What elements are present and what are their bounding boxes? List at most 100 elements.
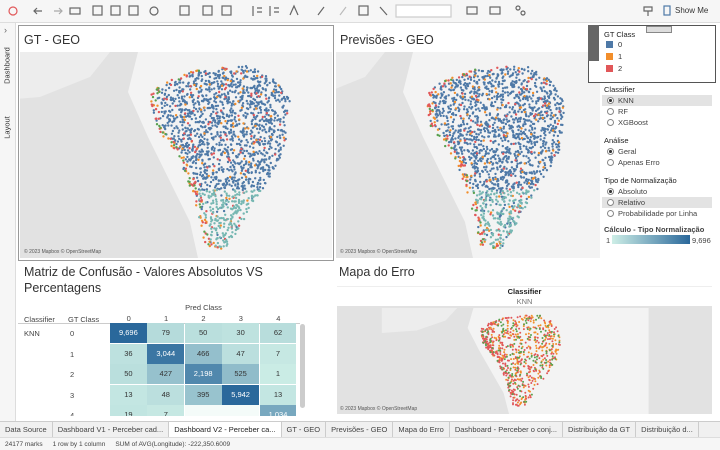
show-me[interactable]: Show Me: [675, 6, 709, 15]
filter-option[interactable]: RF: [618, 107, 628, 116]
filter-title: Análise: [604, 136, 629, 145]
radio[interactable]: [607, 159, 614, 166]
filter-option[interactable]: Probabilidade por Linha: [618, 209, 698, 218]
col-label: 4: [276, 314, 281, 323]
classifier-label: KNN: [24, 329, 40, 338]
row-label: 2: [70, 370, 75, 380]
radio[interactable]: [607, 119, 614, 126]
matrix-cell[interactable]: 7: [147, 405, 185, 416]
matrix-cell[interactable]: 62: [259, 323, 297, 343]
map-attribution: © 2023 Mapbox © OpenStreetMap: [340, 249, 418, 255]
legend-swatch[interactable]: [606, 65, 613, 72]
sheet-tab[interactable]: GT - GEO: [282, 422, 327, 438]
sidebar-tab[interactable]: Dashboard: [2, 47, 12, 84]
matrix-cell[interactable]: 3,044: [147, 343, 185, 364]
matrix-cell[interactable]: 7: [259, 343, 297, 364]
matrix-cell[interactable]: 1: [259, 364, 297, 385]
gt-map: [20, 52, 332, 258]
gt-geo-frame[interactable]: [18, 25, 334, 261]
legend-label[interactable]: 1: [618, 52, 623, 61]
matrix-cell[interactable]: 36: [110, 343, 147, 364]
expand-arrow[interactable]: ›: [4, 25, 7, 35]
legend-label[interactable]: 0: [618, 40, 623, 49]
map-points: [428, 68, 495, 249]
matrix-cell[interactable]: 50: [184, 323, 222, 343]
matrix-cell[interactable]: 13: [110, 384, 147, 405]
color-legend-max: 9,696: [692, 236, 711, 245]
gt-geo-title: GT - GEO: [24, 33, 81, 47]
sheet-tab[interactable]: Dashboard V2 - Perceber ca...: [169, 422, 282, 438]
matrix-cell[interactable]: 48: [147, 384, 185, 405]
sheet-tab[interactable]: Dashboard - Perceber o conj...: [450, 422, 563, 438]
previsoes-title: Previsões - GEO: [340, 33, 434, 47]
matrix-cell[interactable]: 2,198: [184, 364, 222, 385]
map-points: [481, 314, 561, 403]
filter-option[interactable]: Relativo: [618, 198, 646, 207]
matrix-cell[interactable]: 50: [110, 364, 147, 385]
legend-grip[interactable]: [646, 26, 672, 33]
radio[interactable]: [607, 97, 614, 104]
filter-title: Tipo de Normalização: [604, 176, 677, 185]
row-label: 1: [70, 349, 75, 359]
matrix-cell[interactable]: 466: [184, 343, 222, 364]
matrix-cell[interactable]: 395: [184, 384, 222, 405]
matrix-cell[interactable]: 9,696: [110, 323, 147, 343]
sheet-tab[interactable]: Previsões - GEO: [326, 422, 394, 438]
radio[interactable]: [607, 148, 614, 155]
status-item: 24177 marks: [5, 441, 43, 448]
matrix-cell[interactable]: [222, 405, 259, 416]
legend-label[interactable]: 2: [618, 64, 623, 73]
matrix-cell[interactable]: 30: [222, 323, 259, 343]
filter-option[interactable]: Apenas Erro: [618, 158, 660, 167]
filter-option[interactable]: XGBoost: [618, 118, 649, 127]
map-attribution: © 2023 Mapbox © OpenStreetMap: [24, 249, 102, 255]
col-label: 0: [126, 314, 131, 323]
col-header: Pred Class: [185, 303, 222, 312]
sidebar: › Dashboard Layout: [0, 23, 16, 421]
sheet-tab[interactable]: Data Source: [0, 422, 53, 438]
scrollbar: [300, 324, 305, 408]
color-legend-bar: [612, 235, 690, 244]
radio[interactable]: [607, 188, 614, 195]
sidebar-tab[interactable]: Layout: [2, 116, 12, 139]
matrix-cell[interactable]: 19: [110, 405, 147, 416]
sheet-tab[interactable]: Mapa do Erro: [393, 422, 450, 438]
matrix-cell[interactable]: 525: [222, 364, 259, 385]
error-map: [337, 306, 712, 414]
matrix-cell[interactable]: 13: [259, 384, 297, 405]
map-land: [381, 308, 458, 333]
sheet-tab[interactable]: Dashboard V1 - Perceber cad...: [53, 422, 170, 438]
matrix-cell[interactable]: 79: [147, 323, 185, 343]
matrix-cell[interactable]: 427: [147, 364, 185, 385]
map-land: [128, 52, 332, 258]
row-header: Classifier: [24, 315, 55, 324]
legend-swatch[interactable]: [606, 53, 613, 60]
radio[interactable]: [607, 199, 614, 206]
error-map-classifier-header: Classifier: [507, 287, 542, 296]
sheet-tab[interactable]: Distribuição da GT: [563, 422, 637, 438]
matrix-cell[interactable]: 5,942: [222, 384, 259, 405]
legend-toolbar[interactable]: [588, 25, 599, 61]
legend-swatch[interactable]: [606, 41, 613, 48]
radio[interactable]: [607, 108, 614, 115]
sheet-tab[interactable]: Distribuição d...: [636, 422, 699, 438]
map-points: [426, 67, 565, 249]
row-label: 4: [70, 411, 75, 416]
sheet-tabs: Data Source Dashboard V1 - Perceber cad..…: [0, 421, 720, 438]
confusion-matrix: Classifier GT Class Pred Class 0 1 2 3 4 KNN 0 9,6…: [18, 300, 310, 416]
map-land: [20, 52, 110, 99]
filter-option[interactable]: Absoluto: [618, 187, 648, 196]
status-item: SUM of AVG(Longitude): -222,350.6009: [115, 441, 231, 448]
matrix-cell[interactable]: [184, 405, 222, 416]
map-land: [336, 52, 385, 89]
matrix-cell[interactable]: 47: [222, 343, 259, 364]
matrix-title: Matriz de Confusão - Valores Absolutos V…: [24, 265, 263, 295]
error-map-title: Mapa do Erro: [339, 265, 415, 279]
filter-option[interactable]: Geral: [618, 147, 637, 156]
right-panel: GT Class 0 1 2 Classifier KNN RF XGBoost Análise…: [588, 25, 718, 265]
matrix-cell[interactable]: 1,034: [259, 405, 297, 416]
row-header: GT Class: [68, 315, 100, 324]
filter-option[interactable]: KNN: [618, 96, 634, 105]
radio[interactable]: [607, 210, 614, 217]
